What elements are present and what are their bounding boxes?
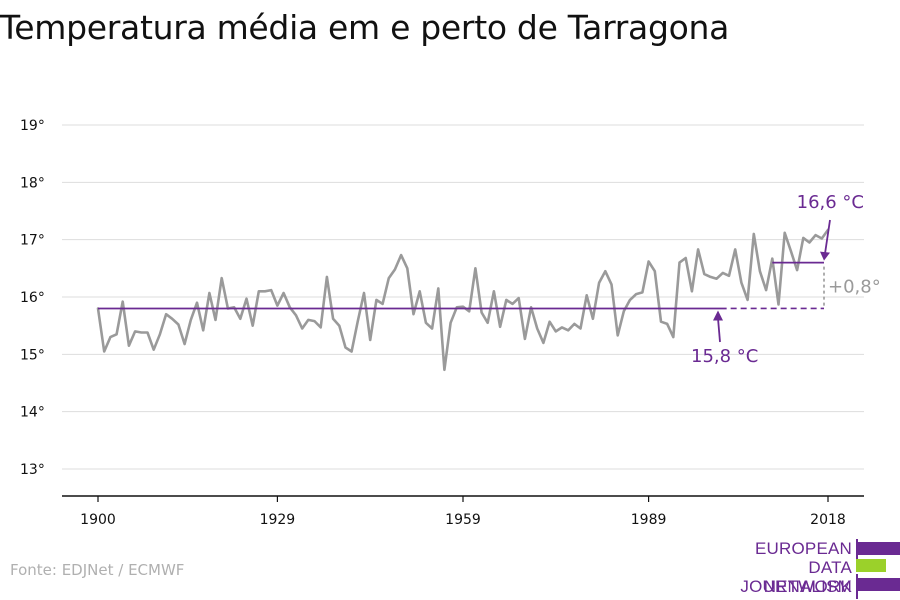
y-tick-label: 19° [20, 118, 45, 134]
baseline-mean-label: 15,8 °C [691, 346, 758, 367]
logo-bar-purple-bottom [856, 578, 900, 591]
y-axis-ticks: 13° 14° 15° 16° 17° 18° 19° [20, 118, 45, 478]
y-tick-label: 16° [20, 290, 45, 306]
x-tick-label: 1989 [631, 512, 667, 528]
x-tick-label: 2018 [810, 512, 846, 528]
baseline-arrow-shaft [717, 318, 721, 343]
y-tick-label: 17° [20, 233, 45, 249]
gridlines [62, 124, 864, 470]
recent-arrow-shaft [824, 219, 831, 254]
y-tick-label: 15° [20, 347, 45, 363]
x-tick-label: 1900 [80, 512, 116, 528]
logo-line-1: EUROPEAN [754, 539, 852, 558]
recent-arrow-head [820, 251, 830, 261]
source-note: Fonte: EDJNet / ECMWF [10, 561, 185, 579]
logo-bar-purple-top [856, 542, 900, 555]
x-tick-label: 1929 [260, 512, 296, 528]
series-group [96, 228, 830, 372]
annotations: +0,8° 16,6 °C 15,8 °C [98, 192, 881, 367]
y-tick-label: 18° [20, 175, 45, 191]
x-axis: 1900 1929 1959 1989 2018 [62, 495, 864, 528]
series-line-temperature [96, 228, 830, 372]
y-tick-label: 13° [20, 462, 45, 478]
logo-line-2: DATA JOURNALISM [740, 558, 852, 596]
y-tick-label: 14° [20, 405, 45, 421]
edjnet-logo: EUROPEAN DATA JOURNALISM NETWORK [700, 539, 900, 599]
recent-mean-label: 16,6 °C [797, 192, 864, 213]
x-tick-label: 1959 [445, 512, 481, 528]
logo-line-3: NETWORK [763, 577, 852, 596]
difference-label: +0,8° [828, 277, 881, 298]
baseline-arrow-head [713, 310, 723, 321]
chart-title: Temperatura média em e perto de Tarragon… [0, 8, 730, 47]
logo-bar-green [856, 559, 886, 572]
